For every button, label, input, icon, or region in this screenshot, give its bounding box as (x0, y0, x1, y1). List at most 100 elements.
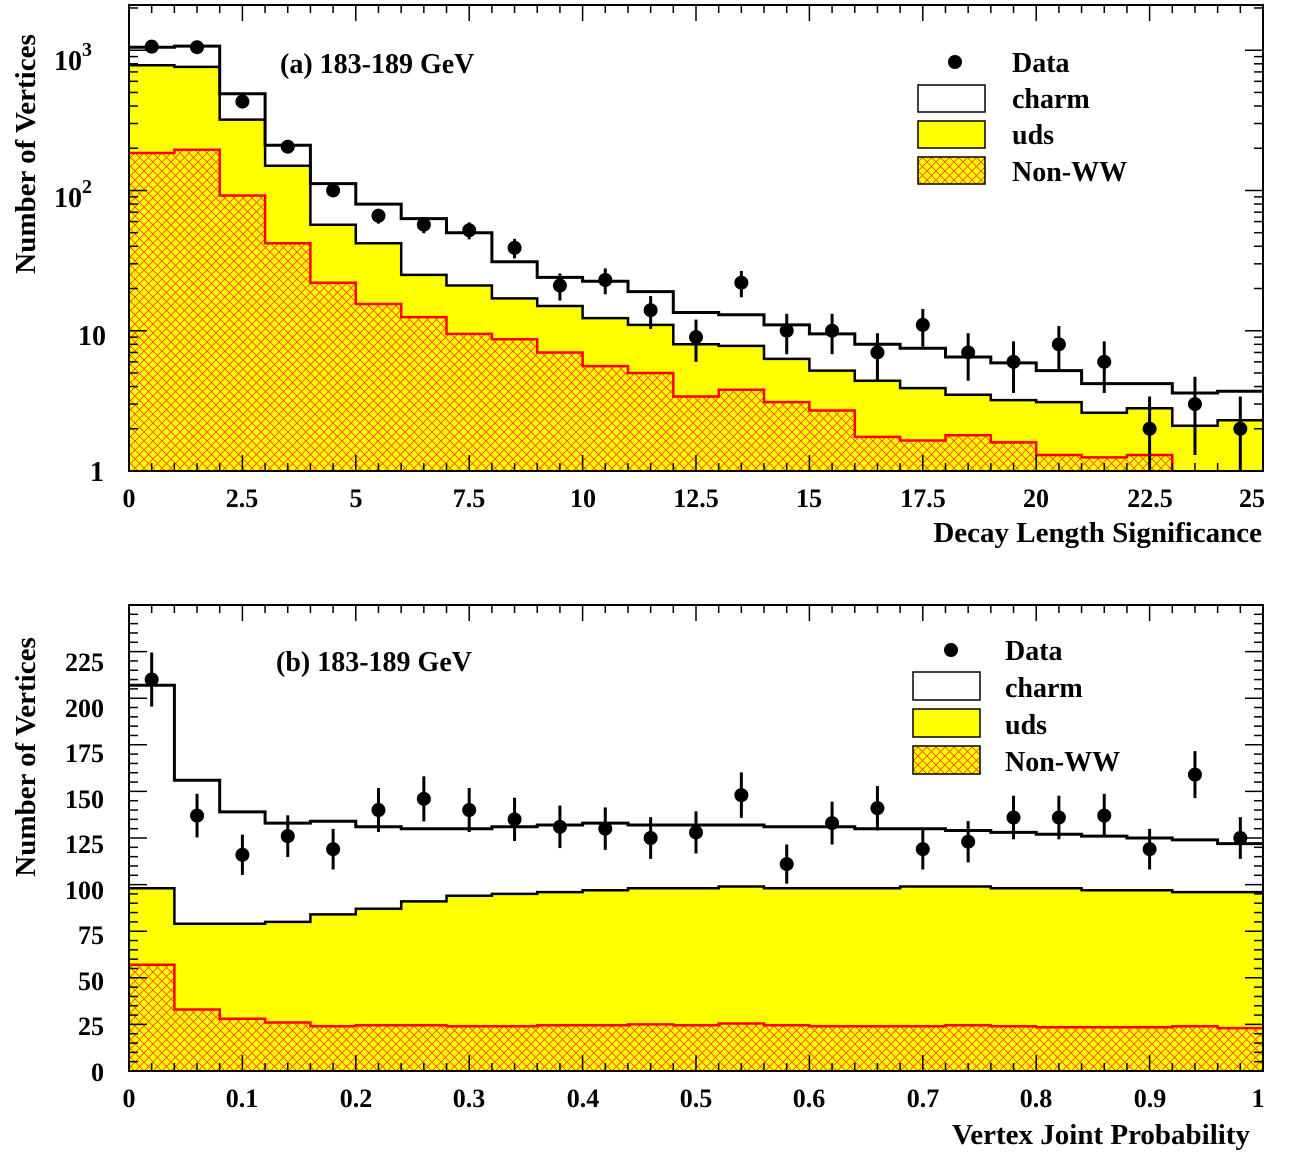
data-point (598, 821, 613, 836)
legend-label-data: Data (1005, 636, 1063, 667)
panel-a-legend: Data charm uds Non-WW (917, 48, 1127, 188)
panel-a-x-tick-label: 15 (796, 484, 822, 513)
panel-b-y-tick-label: 200 (65, 694, 104, 723)
data-point (371, 208, 386, 223)
panel-b-x-tick-label: 0 (123, 1084, 136, 1113)
data-point (825, 816, 840, 831)
data-point (190, 40, 205, 55)
data-point (734, 788, 749, 803)
panel-b-uds-outline (129, 885, 1263, 925)
panel-b-y-ticks (129, 604, 1263, 1072)
data-point (689, 825, 703, 840)
panel-a-y-tick-label: 103 (54, 39, 92, 77)
panel-b-y-tick-label: 0 (91, 1058, 104, 1087)
panel-b-nonww-outline (129, 963, 1263, 1030)
data-point (326, 842, 341, 857)
data-point (1097, 354, 1112, 369)
data-point (870, 801, 885, 816)
data-point (779, 857, 794, 872)
data-point (326, 183, 341, 198)
data-point (462, 223, 477, 238)
panel-b-data-points (144, 652, 1248, 884)
panel-b-y-tick-label: 175 (65, 739, 104, 768)
panel-b-legend: Data charm uds Non-WW (912, 636, 1120, 778)
panel-b-y-tick-label: 50 (78, 967, 104, 996)
data-point (1006, 810, 1021, 825)
data-point (915, 317, 930, 332)
data-point (144, 672, 159, 687)
panel-a-x-tick-label: 5 (350, 484, 363, 513)
panel-b-x-tick-label: 1 (1252, 1084, 1265, 1113)
data-point (643, 831, 658, 845)
panel-a-x-ticks (128, 5, 1242, 471)
data-point (643, 303, 658, 318)
data-point (961, 345, 976, 360)
data-point (1142, 421, 1157, 436)
panel-b-x-tick-label: 0.6 (793, 1084, 826, 1113)
panel-b-charm-outline (129, 683, 1263, 846)
legend-label-nonww: Non-WW (1012, 157, 1127, 188)
panel-b-y-tick-label: 225 (65, 648, 104, 677)
panel-a-charm-outline (129, 44, 1263, 395)
panel-b-x-tick-label: 0.5 (680, 1084, 713, 1113)
data-point (1006, 354, 1021, 369)
legend-swatch-charm (917, 84, 986, 113)
panel-b-x-tick-label: 0.3 (453, 1084, 486, 1113)
legend-swatch-uds (917, 120, 986, 149)
panel-a-data-points (144, 39, 1248, 471)
legend-label-charm: charm (1012, 84, 1090, 115)
data-point (870, 345, 885, 360)
data-point (915, 842, 930, 857)
panel-a-y-tick-label: 102 (54, 176, 92, 214)
data-point (280, 829, 295, 844)
data-point (1233, 831, 1248, 845)
data-point (734, 275, 749, 290)
legend-swatch-nonww (912, 745, 981, 775)
data-point (552, 819, 567, 834)
panel-a-title: (a) 183-189 GeV (280, 49, 474, 80)
panel-a-x-tick-label: 2.5 (226, 484, 259, 513)
panel-b-x-tick-label: 0.4 (567, 1084, 600, 1113)
data-point (779, 323, 794, 338)
legend-swatch-nonww (917, 156, 986, 185)
data-point (507, 240, 522, 255)
data-point (507, 812, 522, 827)
data-point (1097, 808, 1112, 823)
panel-a-y-axis-label: Number of Vertices (10, 34, 42, 273)
panel-a: 0 2.5 5 7.5 10 12.5 15 17.5 20 22.5 25 1… (10, 4, 1265, 549)
panel-b-x-tick-label: 0.8 (1020, 1084, 1053, 1113)
data-point (235, 94, 250, 109)
data-point (280, 139, 295, 154)
legend-swatch-uds (912, 708, 981, 738)
panel-b-x-tick-label: 0.1 (226, 1084, 259, 1113)
legend-label-uds: uds (1012, 120, 1054, 151)
panel-a-x-tick-label: 17.5 (900, 484, 946, 513)
panel-b-x-axis-label: Vertex Joint Probability (952, 1119, 1251, 1151)
panel-a-y-tick-label: 10 (78, 321, 106, 352)
panel-b-y-tick-label: 25 (78, 1012, 104, 1041)
data-point (235, 847, 250, 862)
data-point (552, 278, 567, 293)
data-point (825, 323, 840, 338)
data-point (598, 272, 613, 287)
data-point (371, 803, 386, 818)
panel-b-nonww-fill (129, 964, 1263, 1071)
panel-b-y-tick-label: 75 (78, 921, 104, 950)
data-point (961, 834, 976, 849)
panel-a-x-axis-label: Decay Length Significance (933, 517, 1262, 549)
panel-a-plot-area (129, 39, 1263, 471)
panel-b-plot-area (129, 652, 1263, 1071)
panel-b: 0 0.1 0.2 0.3 0.4 0.5 0.6 0.7 0.8 0.9 1 … (10, 604, 1265, 1151)
panel-a-x-tick-label: 20 (1023, 484, 1049, 513)
panel-a-y-ticks (129, 7, 1263, 472)
panel-b-y-tick-label: 100 (65, 876, 104, 905)
panel-a-y-tick-label: 1 (90, 457, 104, 488)
data-point (1051, 810, 1066, 825)
data-point (144, 39, 159, 54)
data-point (689, 330, 703, 345)
panel-b-title: (b) 183-189 GeV (276, 647, 472, 678)
data-point (1142, 842, 1157, 857)
panel-b-x-tick-label: 0.9 (1134, 1084, 1167, 1113)
data-point (1187, 397, 1202, 412)
